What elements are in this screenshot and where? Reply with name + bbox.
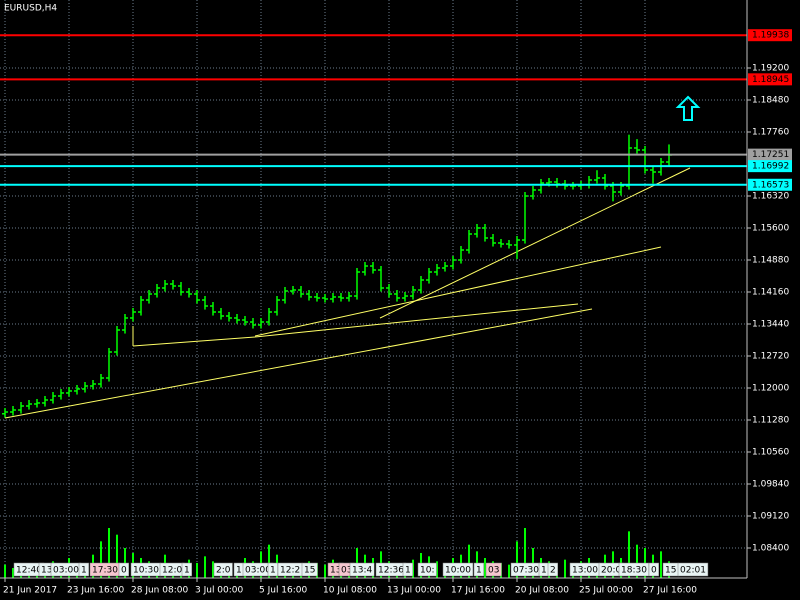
x-tick-label: 28 Jun 08:00 xyxy=(131,586,188,596)
time-marker-box xyxy=(402,562,413,577)
level-label: 1.16573 xyxy=(752,180,789,190)
time-marker: 10:00 xyxy=(445,566,471,576)
x-tick-label: 13 Jul 00:00 xyxy=(387,586,441,596)
y-tick-label: 1.09840 xyxy=(752,480,789,490)
time-marker: 12:36 xyxy=(378,566,404,576)
time-marker: 15 xyxy=(304,566,315,576)
time-marker: 0 xyxy=(121,566,127,576)
time-marker: 12:2 xyxy=(280,566,300,576)
y-tick-label: 1.14880 xyxy=(752,256,789,266)
time-marker-box xyxy=(417,562,437,577)
x-tick-label: 23 Jun 16:00 xyxy=(67,586,124,596)
time-marker-box xyxy=(181,562,192,577)
y-tick-label: 1.15600 xyxy=(752,224,789,234)
time-marker: 15 xyxy=(665,566,676,576)
time-marker: 03 xyxy=(341,566,352,576)
time-marker-box xyxy=(267,562,278,577)
time-marker-box xyxy=(547,562,558,577)
time-marker-box xyxy=(349,562,375,577)
trendline xyxy=(379,167,691,319)
level-label-box xyxy=(748,178,792,191)
y-tick-label: 1.19200 xyxy=(752,64,789,74)
trendline xyxy=(254,303,579,338)
time-marker: 13:00 xyxy=(572,566,598,576)
y-tick-label: 1.17760 xyxy=(752,128,789,138)
y-tick-label: 1.09120 xyxy=(752,512,789,522)
time-marker: 0 xyxy=(651,566,657,576)
y-tick-label: 1.12000 xyxy=(752,384,789,394)
time-marker: 03:00 xyxy=(245,566,271,576)
time-marker: 10: xyxy=(420,566,434,576)
time-marker: 1 xyxy=(184,566,190,576)
time-marker: 13 xyxy=(41,566,52,576)
level-label: 1.18945 xyxy=(752,75,789,85)
time-marker: 1 xyxy=(405,566,411,576)
time-marker: 12:40 xyxy=(16,566,42,576)
trendline xyxy=(132,336,256,347)
y-tick-label: 1.08400 xyxy=(752,544,789,554)
time-marker: 2:0 xyxy=(216,566,231,576)
x-tick-label: 25 Jul 00:00 xyxy=(579,586,633,596)
time-marker-box xyxy=(442,562,474,577)
time-marker: 1 xyxy=(236,566,242,576)
x-tick-label: 5 Jul 16:00 xyxy=(259,586,308,596)
x-tick-label: 3 Jul 00:00 xyxy=(195,586,244,596)
y-tick-label: 1.13440 xyxy=(752,320,789,330)
x-tick-label: 17 Jul 16:00 xyxy=(451,586,505,596)
y-tick-label: 1.18480 xyxy=(752,96,789,106)
time-marker-box xyxy=(473,562,484,577)
time-marker: 1 xyxy=(541,566,547,576)
y-tick-label: 1.16320 xyxy=(752,192,789,202)
time-marker: 1 xyxy=(476,566,482,576)
time-marker: 07:30 xyxy=(513,566,539,576)
time-marker: 17:30 xyxy=(92,566,118,576)
level-label: 1.17251 xyxy=(752,150,789,160)
y-tick-label: 1.11280 xyxy=(752,416,789,426)
time-marker: 20:0 xyxy=(601,566,621,576)
level-label-box xyxy=(748,160,792,173)
level-label-box xyxy=(748,73,792,86)
x-tick-label: 10 Jul 08:00 xyxy=(323,586,377,596)
chart-title: EURUSD,H4 xyxy=(4,4,57,14)
time-marker-box xyxy=(78,562,89,577)
y-tick-label: 1.14160 xyxy=(752,288,789,298)
level-label: 1.19938 xyxy=(752,31,789,41)
time-marker: 2 xyxy=(550,566,556,576)
x-tick-label: 20 Jul 08:00 xyxy=(515,586,569,596)
time-marker-box xyxy=(677,562,709,577)
price-layer xyxy=(2,134,672,418)
trendline xyxy=(254,246,662,337)
y-tick-label: 1.12720 xyxy=(752,352,789,362)
time-marker-box xyxy=(648,562,659,577)
time-marker: 13:4 xyxy=(352,566,372,576)
time-marker-box xyxy=(485,562,502,577)
y-tick-label: 1.10560 xyxy=(752,448,789,458)
time-marker: 12:0 xyxy=(162,566,182,576)
level-label: 1.16992 xyxy=(752,162,789,172)
trendline xyxy=(4,308,593,419)
time-marker-box xyxy=(213,562,233,577)
trendlines xyxy=(4,167,691,419)
level-label-box xyxy=(748,148,792,161)
x-tick-label: 27 Jul 16:00 xyxy=(643,586,697,596)
x-tick-label: 21 Jun 2017 xyxy=(3,586,57,596)
time-marker: 1 xyxy=(270,566,276,576)
time-markers: 12:40 13 03:00 1 17:30 0 10:30 12:0 1 2:0 1 03:00 1 1… xyxy=(13,562,709,577)
time-marker-box xyxy=(118,562,129,577)
time-marker: 13 xyxy=(330,566,341,576)
time-marker: 10:30 xyxy=(133,566,159,576)
time-marker: 03:00 xyxy=(53,566,79,576)
time-marker: 03 xyxy=(488,566,499,576)
level-label-box xyxy=(748,29,792,42)
time-marker-box xyxy=(301,562,318,577)
arrow-up xyxy=(675,95,701,121)
time-marker: 18:30 xyxy=(621,566,647,576)
time-marker: 02:01 xyxy=(680,566,706,576)
level-layer: 1.19938 1.18945 1.17251 1.16992 1.16573 xyxy=(0,29,792,191)
time-marker: 1 xyxy=(81,566,87,576)
